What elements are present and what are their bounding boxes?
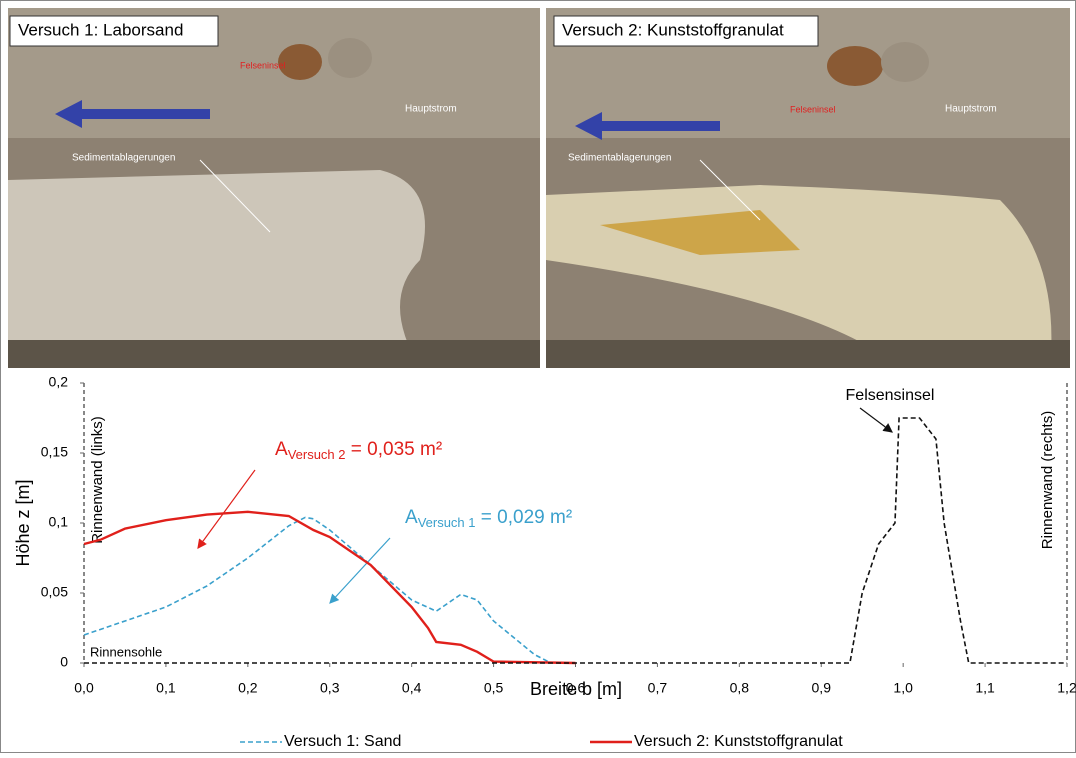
y-axis-label: Höhe z [m] — [13, 479, 33, 566]
area-main: A — [275, 439, 288, 460]
wall-label: Rinnenwand (rechts) — [1039, 411, 1056, 549]
photo-label: Sedimentablagerungen — [568, 153, 671, 164]
x-tick-label: 1,0 — [893, 680, 913, 696]
photo-title: Versuch 2: Kunststoffgranulat — [562, 20, 784, 39]
photo-label: Hauptstrom — [945, 104, 997, 115]
figure: Versuch 1: Laborsand Felseninsel Hauptst… — [0, 0, 1076, 753]
area-main: A — [405, 507, 418, 528]
photo-label: Hauptstrom — [405, 104, 457, 115]
photo-label: Felseninsel — [240, 60, 286, 70]
photo-2: Versuch 2: Kunststoffgranulat Felseninse… — [546, 8, 1070, 368]
photo-label: Felseninsel — [790, 104, 836, 114]
x-tick-label: 0,2 — [238, 680, 258, 696]
photo-title: Versuch 1: Laborsand — [18, 20, 183, 39]
wall-label: Rinnenwand (links) — [89, 416, 106, 544]
x-tick-label: 0,0 — [74, 680, 94, 696]
area-rest: = 0,035 m² — [346, 439, 443, 460]
x-tick-label: 0,6 — [566, 680, 586, 696]
area-rest: = 0,029 m² — [476, 507, 573, 528]
y-tick-label: 0 — [60, 654, 68, 670]
x-tick-label: 0,8 — [730, 680, 750, 696]
y-tick-label: 0,1 — [49, 514, 69, 530]
floor-label: Rinnensohle — [90, 644, 162, 659]
x-tick-label: 0,7 — [648, 680, 668, 696]
x-tick-label: 0,3 — [320, 680, 340, 696]
area-sub: Versuch 2 — [288, 447, 346, 462]
legend-label: Versuch 2: Kunststoffgranulat — [634, 733, 843, 750]
x-tick-label: 0,9 — [812, 680, 832, 696]
x-tick-label: 1,1 — [975, 680, 995, 696]
legend-label: Versuch 1: Sand — [284, 733, 401, 750]
x-tick-label: 0,5 — [484, 680, 504, 696]
photo-label: Sedimentablagerungen — [72, 153, 175, 164]
photo-1: Versuch 1: Laborsand Felseninsel Hauptst… — [8, 8, 540, 368]
y-tick-label: 0,15 — [41, 444, 68, 460]
area-sub: Versuch 1 — [418, 515, 476, 530]
y-tick-label: 0,2 — [49, 374, 69, 390]
rock-label: Felsensinsel — [846, 387, 935, 404]
x-tick-label: 1,2 — [1057, 680, 1076, 696]
y-tick-label: 0,05 — [41, 584, 68, 600]
x-tick-label: 0,4 — [402, 680, 422, 696]
x-tick-label: 0,1 — [156, 680, 176, 696]
